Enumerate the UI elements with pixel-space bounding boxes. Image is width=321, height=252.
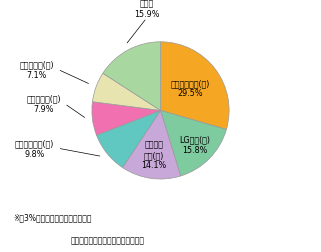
Wedge shape [92, 102, 160, 136]
Wedge shape [160, 43, 229, 130]
Text: 松下電器産業(日)
29.5%: 松下電器産業(日) 29.5% [171, 79, 210, 98]
Text: フィリップス(蘏)
9.8%: フィリップス(蘏) 9.8% [15, 139, 54, 158]
Text: その他
15.9%: その他 15.9% [134, 0, 160, 19]
Text: サムスン
電子(韓)
14.1%: サムスン 電子(韓) 14.1% [141, 140, 167, 170]
Wedge shape [103, 43, 160, 111]
Text: パイオニア(日)
7.1%: パイオニア(日) 7.1% [20, 60, 54, 80]
Text: ディスプレイサーチ資料により作成: ディスプレイサーチ資料により作成 [71, 235, 145, 244]
Wedge shape [123, 111, 181, 179]
Wedge shape [160, 111, 226, 176]
Text: LG電子(韓)
15.8%: LG電子(韓) 15.8% [179, 135, 210, 154]
Text: ※　3%以上のシェアを有する企業: ※ 3%以上のシェアを有する企業 [13, 212, 91, 221]
Wedge shape [92, 74, 160, 111]
Text: 日立製作所(日)
7.9%: 日立製作所(日) 7.9% [26, 94, 61, 114]
Wedge shape [97, 111, 160, 168]
